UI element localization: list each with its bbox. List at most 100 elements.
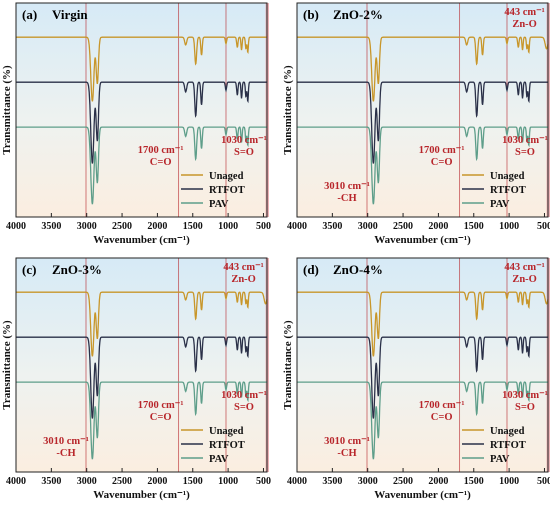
plot-frame bbox=[15, 2, 268, 218]
legend-label: RTFOT bbox=[490, 185, 526, 196]
x-tick-label: 3500 bbox=[322, 476, 342, 487]
annotation-label: S=O bbox=[515, 147, 535, 158]
x-tick-label: 2500 bbox=[393, 476, 413, 487]
annotation-label: 1030 cm⁻¹ bbox=[221, 135, 267, 146]
x-tick-label: 3000 bbox=[358, 221, 378, 232]
y-axis-label: Transmittance (%) bbox=[282, 320, 294, 410]
series-line-rtfot bbox=[16, 336, 267, 419]
x-tick-label: 4000 bbox=[6, 476, 26, 487]
x-tick-label: 500 bbox=[256, 476, 271, 487]
series-line-unaged bbox=[297, 36, 549, 102]
x-tick-label: 1000 bbox=[499, 221, 519, 232]
panel-label: (b) bbox=[303, 7, 319, 22]
x-axis-label: Wavenumber (cm⁻¹) bbox=[93, 234, 190, 246]
series-line-pav bbox=[16, 126, 267, 205]
chart-panel-d: 4000 3500 3000 2500 2000 1500 1000 500 Wavenumbe… bbox=[282, 257, 550, 501]
series-line-rtfot bbox=[297, 81, 548, 164]
annotation-label: Zn-O bbox=[512, 274, 537, 285]
legend-label: RTFOT bbox=[490, 440, 526, 451]
x-tick-label: 1500 bbox=[464, 476, 484, 487]
x-tick-label: 3000 bbox=[358, 476, 378, 487]
annotation-label: 3010 cm⁻¹ bbox=[324, 181, 370, 192]
x-tick-label: 500 bbox=[537, 476, 550, 487]
legend-label: RTFOT bbox=[209, 440, 245, 451]
series-line-unaged bbox=[297, 291, 549, 357]
annotation-label: 3010 cm⁻¹ bbox=[43, 436, 89, 447]
annotation-label: S=O bbox=[234, 402, 254, 413]
series-line-pav bbox=[297, 381, 548, 460]
panel-label: (a) bbox=[22, 7, 37, 22]
annotation-label: S=O bbox=[234, 147, 254, 158]
panel-sample-title: Virgin bbox=[52, 7, 88, 22]
series-line-pav bbox=[16, 381, 267, 460]
x-tick-label: 2000 bbox=[428, 476, 448, 487]
plot-frame bbox=[296, 2, 549, 218]
legend-label: Unaged bbox=[490, 171, 525, 182]
x-tick-label: 3500 bbox=[322, 221, 342, 232]
y-axis-label: Transmittance (%) bbox=[1, 320, 13, 410]
annotation-label: 1030 cm⁻¹ bbox=[221, 390, 267, 401]
x-axis-label: Wavenumber (cm⁻¹) bbox=[374, 489, 471, 501]
series-line-rtfot bbox=[16, 81, 267, 164]
annotation-label: C=O bbox=[431, 157, 453, 168]
annotation-label: Zn-O bbox=[231, 274, 256, 285]
legend-label: Unaged bbox=[209, 171, 244, 182]
legend-label: PAV bbox=[490, 454, 510, 465]
annotation-label: -CH bbox=[337, 193, 356, 204]
annotation-label: -CH bbox=[337, 448, 356, 459]
panel-label: (c) bbox=[22, 262, 36, 277]
panel-label: (d) bbox=[303, 262, 319, 277]
x-tick-label: 2000 bbox=[147, 476, 167, 487]
y-axis-label: Transmittance (%) bbox=[282, 65, 294, 155]
legend-label: PAV bbox=[209, 199, 229, 210]
annotation-label: 1700 cm⁻¹ bbox=[419, 400, 465, 411]
annotation-label: C=O bbox=[431, 412, 453, 423]
legend-label: PAV bbox=[490, 199, 510, 210]
x-tick-label: 2500 bbox=[112, 476, 132, 487]
annotation-label: 443 cm⁻¹ bbox=[223, 262, 263, 273]
annotation-label: S=O bbox=[515, 402, 535, 413]
legend-label: RTFOT bbox=[209, 185, 245, 196]
annotation-label: 1030 cm⁻¹ bbox=[502, 390, 548, 401]
x-tick-label: 4000 bbox=[6, 221, 26, 232]
x-tick-label: 1000 bbox=[218, 476, 238, 487]
y-axis-label: Transmittance (%) bbox=[1, 65, 13, 155]
annotation-label: 443 cm⁻¹ bbox=[504, 262, 544, 273]
chart-panel-c: 4000 3500 3000 2500 2000 1500 1000 500 Wavenumbe… bbox=[1, 257, 271, 501]
x-tick-label: 4000 bbox=[287, 476, 307, 487]
series-line-pav bbox=[297, 126, 548, 205]
panel-sample-title: ZnO-3% bbox=[52, 262, 102, 277]
x-tick-label: 500 bbox=[256, 221, 271, 232]
series-line-unaged bbox=[16, 36, 267, 102]
annotation-label: 1700 cm⁻¹ bbox=[138, 145, 184, 156]
annotation-label: 1700 cm⁻¹ bbox=[138, 400, 184, 411]
x-tick-label: 2500 bbox=[112, 221, 132, 232]
chart-panel-b: 4000 3500 3000 2500 2000 1500 1000 500 Wavenumbe… bbox=[282, 2, 550, 246]
x-tick-label: 2000 bbox=[147, 221, 167, 232]
annotation-label: C=O bbox=[150, 412, 172, 423]
annotation-label: -CH bbox=[56, 448, 75, 459]
x-tick-label: 1500 bbox=[183, 476, 203, 487]
x-tick-label: 2000 bbox=[428, 221, 448, 232]
x-tick-label: 2500 bbox=[393, 221, 413, 232]
series-line-unaged bbox=[16, 291, 268, 357]
x-axis-label: Wavenumber (cm⁻¹) bbox=[374, 234, 471, 246]
x-axis-label: Wavenumber (cm⁻¹) bbox=[93, 489, 190, 501]
annotation-label: Zn-O bbox=[512, 19, 537, 30]
x-tick-label: 3500 bbox=[41, 476, 61, 487]
plot-frame bbox=[15, 257, 268, 473]
plot-frame bbox=[296, 257, 549, 473]
x-tick-label: 3000 bbox=[77, 221, 97, 232]
panel-sample-title: ZnO-4% bbox=[333, 262, 383, 277]
x-tick-label: 1500 bbox=[183, 221, 203, 232]
legend-label: Unaged bbox=[209, 426, 244, 437]
legend-label: Unaged bbox=[490, 426, 525, 437]
annotation-label: 1700 cm⁻¹ bbox=[419, 145, 465, 156]
legend-label: PAV bbox=[209, 454, 229, 465]
x-tick-label: 4000 bbox=[287, 221, 307, 232]
x-tick-label: 1000 bbox=[218, 221, 238, 232]
annotation-label: C=O bbox=[150, 157, 172, 168]
x-tick-label: 1500 bbox=[464, 221, 484, 232]
x-tick-label: 500 bbox=[537, 221, 550, 232]
